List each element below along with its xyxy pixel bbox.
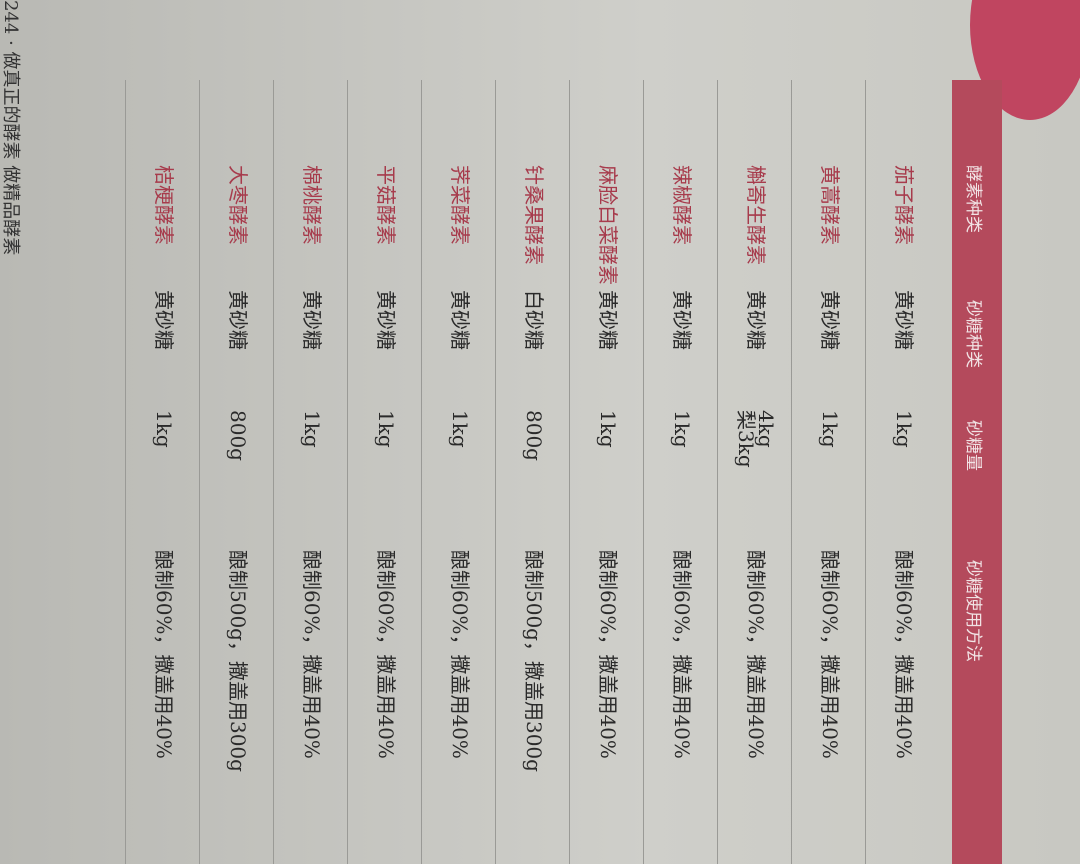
table-cell: 1kg — [670, 410, 694, 448]
table-cell: 荠菜酵素 — [448, 165, 472, 245]
table-cell: 黄蒿酵素 — [818, 165, 842, 245]
table-cell: 酿制500g，撒盖用300g — [522, 550, 546, 772]
table-cell: 1kg — [300, 410, 324, 448]
table-row: 槲寄生酵素黄砂糖 4kg 梨3kg 酿制60%，撒盖用40% — [717, 80, 792, 864]
table-cell: 酿制60%，撒盖用40% — [818, 550, 842, 759]
table-cell: 桔梗酵素 — [152, 165, 176, 245]
table-cell: 800g — [522, 410, 546, 461]
table-row: 黄蒿酵素黄砂糖 1kg 酿制60%，撒盖用40% — [791, 80, 866, 864]
table-cell: 800g — [226, 410, 250, 461]
table-cell: 酿制60%，撒盖用40% — [892, 550, 916, 759]
table-cell: 黄砂糖 — [892, 290, 916, 350]
table-cell: 酿制60%，撒盖用40% — [448, 550, 472, 759]
table-cell: 酿制60%，撒盖用40% — [374, 550, 398, 759]
table-cell: 酿制60%，撒盖用40% — [596, 550, 620, 759]
table-cell: 麻脸白菜酵素 — [596, 165, 620, 285]
table-cell: 1kg — [892, 410, 916, 448]
table-cell: 辣椒酵素 — [670, 165, 694, 245]
table-row: 桔梗酵素黄砂糖 1kg 酿制60%，撒盖用40% — [125, 80, 200, 864]
table-row: 荠菜酵素黄砂糖 1kg 酿制60%，撒盖用40% — [421, 80, 496, 864]
table-cell: 1kg — [152, 410, 176, 448]
table-cell: 黄砂糖 — [374, 290, 398, 350]
table-cell: 黄砂糖 — [300, 290, 324, 350]
table-cell: 1kg — [374, 410, 398, 448]
table-cell: 黄砂糖 — [448, 290, 472, 350]
table-cell: 黄砂糖 — [670, 290, 694, 350]
table-row: 茄子酵素黄砂糖 1kg 酿制60%，撒盖用40% — [865, 80, 940, 864]
table-cell: 酿制500g，撒盖用300g — [226, 550, 250, 772]
table-cell: 黄砂糖 — [596, 290, 620, 350]
table-row: 大枣酵素黄砂糖 800g 酿制500g，撒盖用300g — [199, 80, 274, 864]
header-cell: 砂糖使用方法 — [963, 560, 983, 662]
table-cell: 大枣酵素 — [226, 165, 250, 245]
table-cell: 酿制60%，撒盖用40% — [300, 550, 324, 759]
table-row: 辣椒酵素黄砂糖 1kg 酿制60%，撒盖用40% — [643, 80, 718, 864]
table-cell: 黄砂糖 — [744, 290, 768, 350]
table-cell: 4kg 梨3kg — [734, 410, 778, 468]
table-row: 棉桃酵素黄砂糖 1kg 酿制60%，撒盖用40% — [273, 80, 348, 864]
table-cell: 平菇酵素 — [374, 165, 398, 245]
table-cell: 1kg — [818, 410, 842, 448]
header-cell: 砂糖量 — [963, 420, 983, 471]
table-cell: 黄砂糖 — [152, 290, 176, 350]
footer: 244 · 做真正的酵素 做精品酵素 — [0, 0, 21, 256]
table-row: 麻脸白菜酵素黄砂糖 1kg 酿制60%，撒盖用40% — [569, 80, 644, 864]
table-cell: 1kg — [448, 410, 472, 448]
table-cell: 黄砂糖 — [818, 290, 842, 350]
table-row: 针桑果酵素白砂糖 800g 酿制500g，撒盖用300g — [495, 80, 570, 864]
table-header: 酵素种类砂糖种类砂糖量砂糖使用方法 — [952, 80, 1002, 864]
table-cell: 针桑果酵素 — [522, 165, 546, 265]
table-cell: 茄子酵素 — [892, 165, 916, 245]
table-cell: 1kg — [596, 410, 620, 448]
header-cell: 酵素种类 — [963, 165, 983, 233]
table-cell: 白砂糖 — [522, 290, 546, 350]
table-cell: 槲寄生酵素 — [744, 165, 768, 265]
table-cell: 黄砂糖 — [226, 290, 250, 350]
table-cell: 酿制60%，撒盖用40% — [744, 550, 768, 759]
table-row: 平菇酵素黄砂糖 1kg 酿制60%，撒盖用40% — [347, 80, 422, 864]
header-cell: 砂糖种类 — [963, 300, 983, 368]
table-cell: 酿制60%，撒盖用40% — [152, 550, 176, 759]
table-cell: 酿制60%，撒盖用40% — [670, 550, 694, 759]
table-cell: 棉桃酵素 — [300, 165, 324, 245]
